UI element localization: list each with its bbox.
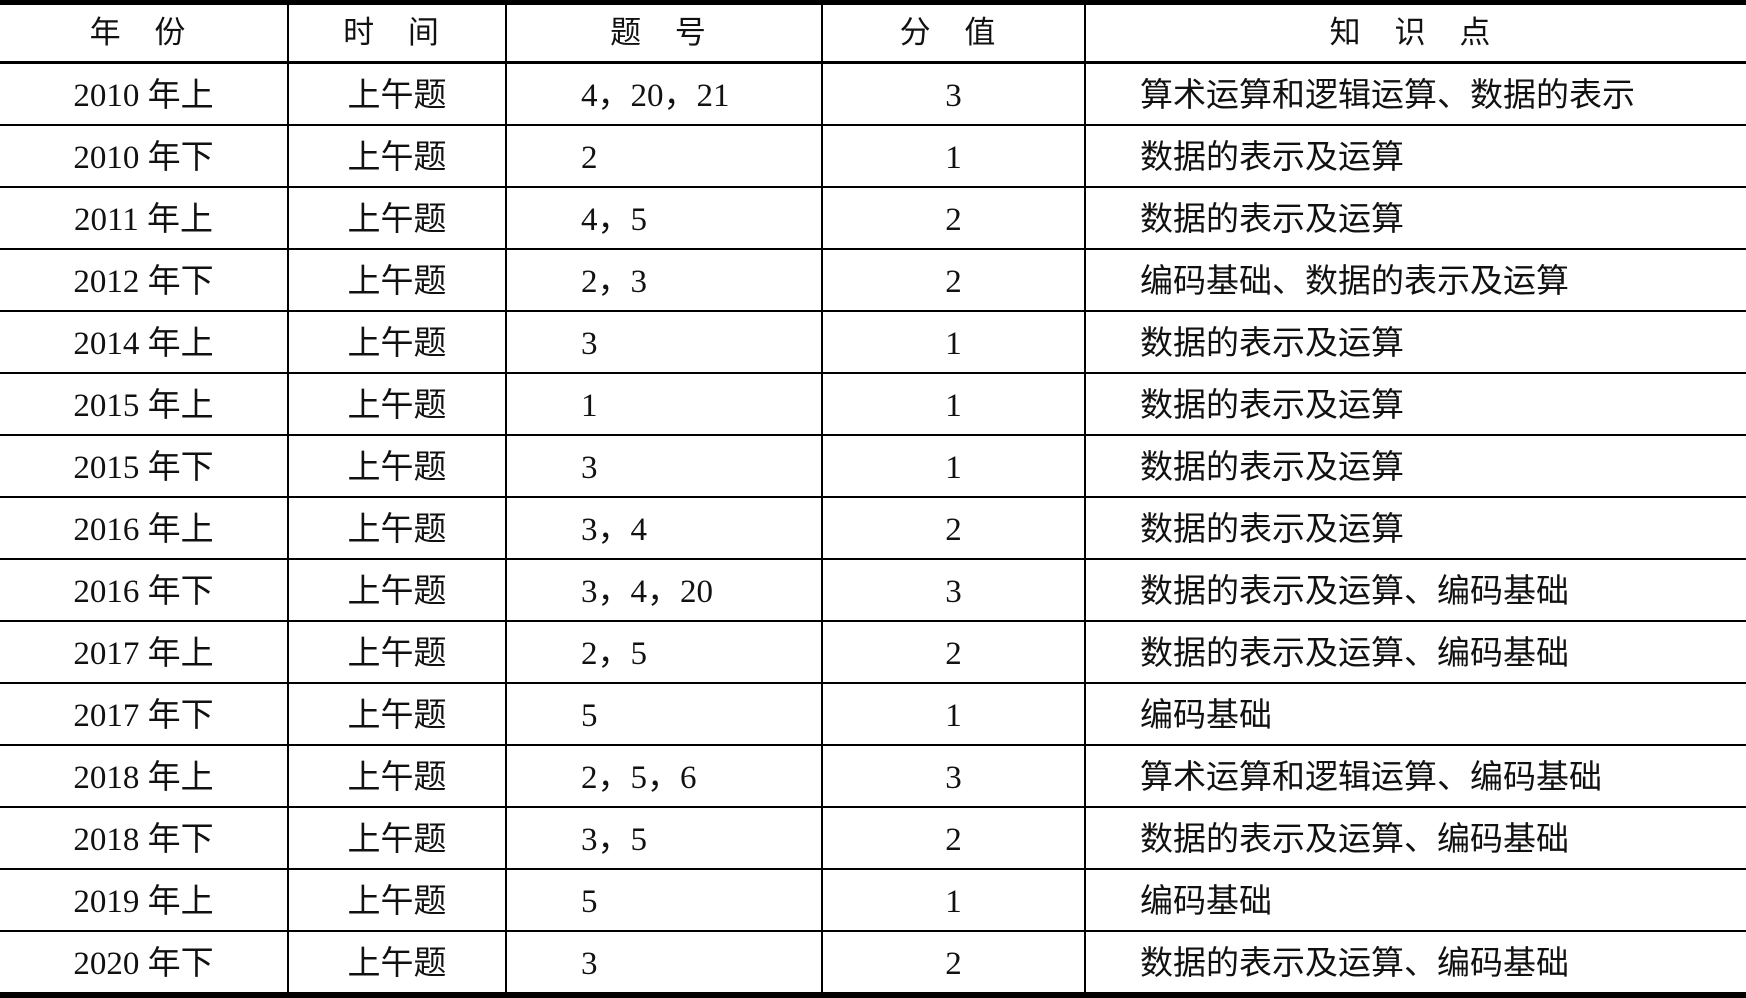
cell-year: 2020 年下 xyxy=(0,930,288,995)
table-row: 2020 年下 上午题 3 2 数据的表示及运算、编码基础 xyxy=(0,930,1746,995)
cell-questions: 3 xyxy=(505,930,822,995)
cell-topics: 数据的表示及运算 xyxy=(1084,434,1746,497)
header-knowledge-point: 知 识 点 xyxy=(1084,2,1746,63)
cell-score: 3 xyxy=(821,744,1085,807)
cell-topics: 编码基础、数据的表示及运算 xyxy=(1084,248,1746,311)
cell-year: 2011 年上 xyxy=(0,186,288,249)
cell-year: 2016 年下 xyxy=(0,558,288,621)
cell-questions: 3，5 xyxy=(505,806,822,869)
cell-year: 2017 年上 xyxy=(0,620,288,683)
header-year: 年 份 xyxy=(89,15,198,51)
table-row: 2016 年上 上午题 3，4 2 数据的表示及运算 xyxy=(0,496,1746,559)
cell-time: 上午题 xyxy=(287,682,506,745)
cell-time: 上午题 xyxy=(287,806,506,869)
cell-score: 3 xyxy=(821,558,1085,621)
cell-year: 2014 年上 xyxy=(0,310,288,373)
header-time: 时 间 xyxy=(287,2,506,63)
cell-questions: 2，5，6 xyxy=(505,744,822,807)
cell-topics: 数据的表示及运算 xyxy=(1084,372,1746,435)
cell-time: 上午题 xyxy=(287,558,506,621)
cell-topics: 编码基础 xyxy=(1084,868,1746,931)
header-question-number: 题 号 xyxy=(505,2,822,63)
cell-year: 2019 年上 xyxy=(0,868,288,931)
cell-topics: 数据的表示及运算、编码基础 xyxy=(1084,806,1746,869)
cell-year: 2012 年下 xyxy=(0,248,288,311)
cell-time: 上午题 xyxy=(287,434,506,497)
table-row: 2015 年上 上午题 1 1 数据的表示及运算 xyxy=(0,372,1746,435)
cell-topics: 算术运算和逻辑运算、编码基础 xyxy=(1084,744,1746,807)
cell-year: 2018 年上 xyxy=(0,744,288,807)
cell-topics: 数据的表示及运算、编码基础 xyxy=(1084,558,1746,621)
cell-time: 上午题 xyxy=(287,186,506,249)
cell-score: 1 xyxy=(821,310,1085,373)
cell-score: 2 xyxy=(821,248,1085,311)
cell-questions: 5 xyxy=(505,682,822,745)
cell-topics: 数据的表示及运算 xyxy=(1084,124,1746,187)
header-score: 分 值 xyxy=(821,2,1085,63)
cell-questions: 3，4 xyxy=(505,496,822,559)
cell-year: 2015 年下 xyxy=(0,434,288,497)
cell-score: 2 xyxy=(821,930,1085,995)
table-row: 2015 年下 上午题 3 1 数据的表示及运算 xyxy=(0,434,1746,497)
table-row: 2010 年下 上午题 2 1 数据的表示及运算 xyxy=(0,124,1746,187)
cell-questions: 4，5 xyxy=(505,186,822,249)
cell-score: 2 xyxy=(821,806,1085,869)
cell-time: 上午题 xyxy=(287,868,506,931)
cell-score: 1 xyxy=(821,372,1085,435)
cell-questions: 3 xyxy=(505,434,822,497)
cell-score: 2 xyxy=(821,620,1085,683)
cell-topics: 数据的表示及运算 xyxy=(1084,186,1746,249)
table-row: 2014 年上 上午题 3 1 数据的表示及运算 xyxy=(0,310,1746,373)
cell-year: 2010 年下 xyxy=(0,124,288,187)
cell-questions: 4，20，21 xyxy=(505,61,822,125)
cell-time: 上午题 xyxy=(287,372,506,435)
cell-topics: 数据的表示及运算、编码基础 xyxy=(1084,930,1746,995)
cell-questions: 2，5 xyxy=(505,620,822,683)
cell-topics: 算术运算和逻辑运算、数据的表示 xyxy=(1084,61,1746,125)
cell-questions: 3 xyxy=(505,310,822,373)
cell-time: 上午题 xyxy=(287,61,506,125)
cell-score: 2 xyxy=(821,186,1085,249)
cell-topics: 数据的表示及运算 xyxy=(1084,310,1746,373)
cell-year: 2016 年上 xyxy=(0,496,288,559)
table-row: 2016 年下 上午题 3，4，20 3 数据的表示及运算、编码基础 xyxy=(0,558,1746,621)
cell-score: 1 xyxy=(821,434,1085,497)
table-row: 2018 年下 上午题 3，5 2 数据的表示及运算、编码基础 xyxy=(0,806,1746,869)
cell-questions: 1 xyxy=(505,372,822,435)
cell-topics: 数据的表示及运算、编码基础 xyxy=(1084,620,1746,683)
cell-questions: 2 xyxy=(505,124,822,187)
cell-time: 上午题 xyxy=(287,930,506,995)
table-row: 2012 年下 上午题 2，3 2 编码基础、数据的表示及运算 xyxy=(0,248,1746,311)
cell-time: 上午题 xyxy=(287,248,506,311)
table-row: 2019 年上 上午题 5 1 编码基础 xyxy=(0,868,1746,931)
table-row: 2017 年下 上午题 5 1 编码基础 xyxy=(0,682,1746,745)
cell-score: 2 xyxy=(821,496,1085,559)
cell-time: 上午题 xyxy=(287,310,506,373)
cell-year: 2017 年下 xyxy=(0,682,288,745)
cell-year: 2018 年下 xyxy=(0,806,288,869)
cell-time: 上午题 xyxy=(287,496,506,559)
table-row: 2017 年上 上午题 2，5 2 数据的表示及运算、编码基础 xyxy=(0,620,1746,683)
cell-score: 1 xyxy=(821,124,1085,187)
header-row: 年 份 时 间 题 号 分 值 知 识 点 xyxy=(0,2,1746,63)
cell-score: 1 xyxy=(821,868,1085,931)
cell-topics: 数据的表示及运算 xyxy=(1084,496,1746,559)
cell-score: 1 xyxy=(821,682,1085,745)
cell-time: 上午题 xyxy=(287,124,506,187)
table-row: 2011 年上 上午题 4，5 2 数据的表示及运算 xyxy=(0,186,1746,249)
table-row: 2010 年上 上午题 4，20，21 3 算术运算和逻辑运算、数据的表示 xyxy=(0,61,1746,125)
cell-questions: 3，4，20 xyxy=(505,558,822,621)
cell-questions: 2，3 xyxy=(505,248,822,311)
cell-year: 2015 年上 xyxy=(0,372,288,435)
cell-time: 上午题 xyxy=(287,620,506,683)
cell-questions: 5 xyxy=(505,868,822,931)
cell-time: 上午题 xyxy=(287,744,506,807)
cell-score: 3 xyxy=(821,61,1085,125)
table-row: 2018 年上 上午题 2，5，6 3 算术运算和逻辑运算、编码基础 xyxy=(0,744,1746,807)
cell-topics: 编码基础 xyxy=(1084,682,1746,745)
cell-year: 2010 年上 xyxy=(0,61,288,125)
